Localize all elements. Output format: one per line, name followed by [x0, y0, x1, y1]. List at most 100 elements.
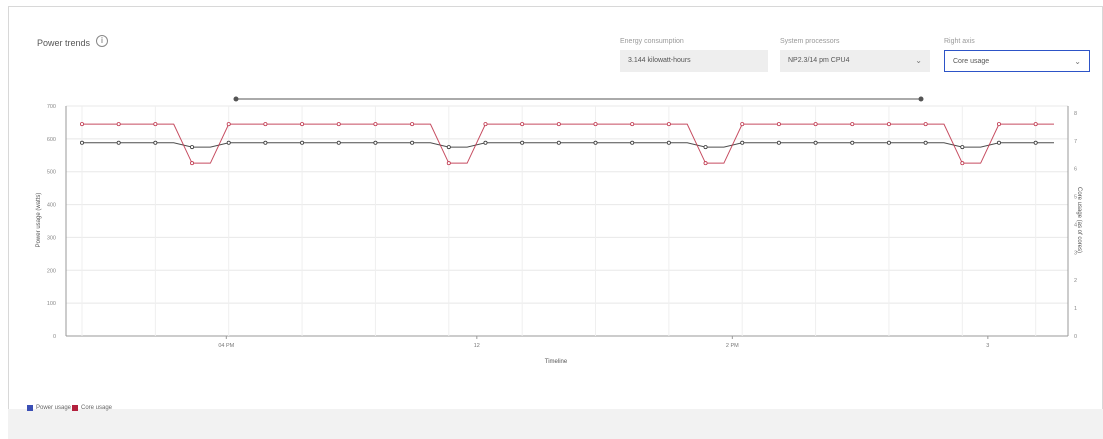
data-point: [923, 122, 928, 127]
range-slider-handle-end[interactable]: [918, 96, 924, 102]
y-right-tick-label: 6: [1074, 167, 1077, 173]
data-point: [483, 140, 488, 145]
y-left-ticks: 700 600 500 400 300 200 100 0: [47, 104, 56, 340]
y-right-ticks: 8 7 6 5 4 3 2 1 0: [1074, 111, 1077, 340]
y-left-tick-label: 200: [47, 268, 56, 274]
data-point: [996, 122, 1001, 127]
data-point: [520, 122, 525, 127]
data-point: [593, 122, 598, 127]
x-tick-label: 04 PM: [218, 343, 234, 349]
right-axis-select[interactable]: Core usage ⌄: [944, 50, 1090, 72]
data-point: [1033, 122, 1038, 127]
data-point: [153, 140, 158, 145]
legend-label-core: Core usage: [81, 405, 113, 411]
data-point: [226, 140, 231, 145]
energy-value: 3.144 kilowatt-hours: [620, 50, 768, 72]
data-point: [300, 140, 305, 145]
data-point: [410, 122, 415, 127]
panel-footer: [8, 409, 1103, 439]
y-right-tick-label: 5: [1074, 195, 1077, 201]
data-point: [1033, 140, 1038, 145]
data-point: [813, 140, 818, 145]
data-point: [300, 122, 305, 127]
data-point: [630, 140, 635, 145]
x-tick-label: 3: [986, 343, 989, 349]
data-point: [373, 122, 378, 127]
data-point: [850, 122, 855, 127]
data-point: [116, 122, 121, 127]
x-ticks: 04 PM 12 2 PM 3: [218, 336, 989, 349]
data-point: [703, 145, 708, 150]
data-point: [666, 122, 671, 127]
legend-item-core[interactable]: Core usage: [72, 405, 112, 411]
y-left-tick-label: 500: [47, 170, 56, 176]
y-right-tick-label: 1: [1074, 306, 1077, 312]
right-axis-label: Right axis: [944, 38, 975, 45]
series-line-power: [82, 142, 1054, 148]
y-left-tick-label: 0: [53, 334, 56, 340]
chart-series: [80, 122, 1054, 166]
data-point: [666, 140, 671, 145]
legend-label-power: Power usage: [36, 405, 72, 411]
data-point: [226, 122, 231, 127]
series-line-core: [82, 123, 1054, 164]
power-trends-panel: [8, 6, 1103, 439]
data-point: [630, 122, 635, 127]
data-point: [153, 122, 158, 127]
data-point: [373, 140, 378, 145]
data-point: [410, 140, 415, 145]
data-point: [263, 140, 268, 145]
y-right-tick-label: 8: [1074, 111, 1077, 117]
system-select-value: NP2.3/14 pm CPU4: [788, 57, 850, 64]
x-tick-label: 12: [474, 343, 480, 349]
chart-grid: [65, 105, 1069, 337]
y-right-tick-label: 7: [1074, 139, 1077, 145]
system-label: System processors: [780, 38, 840, 45]
system-select[interactable]: NP2.3/14 pm CPU4 ⌄: [780, 50, 930, 72]
y-right-tick-label: 3: [1074, 250, 1077, 256]
data-point: [190, 161, 195, 166]
info-icon[interactable]: i: [96, 35, 108, 47]
data-point: [886, 140, 891, 145]
data-point: [740, 140, 745, 145]
data-point: [850, 140, 855, 145]
data-point: [190, 145, 195, 150]
chevron-down-icon: ⌄: [1074, 57, 1081, 66]
data-point: [336, 122, 341, 127]
y-right-axis-label: Core usage (as of cores): [1076, 187, 1082, 253]
energy-label: Energy consumption: [620, 38, 684, 45]
range-slider-handle-start[interactable]: [233, 96, 239, 102]
y-right-tick-label: 2: [1074, 278, 1077, 284]
page-title: Power trends: [37, 38, 91, 48]
data-point: [446, 161, 451, 166]
data-point: [80, 122, 85, 127]
data-point: [996, 140, 1001, 145]
y-left-tick-label: 700: [47, 104, 56, 110]
y-left-tick-label: 600: [47, 137, 56, 143]
data-point: [446, 145, 451, 150]
y-left-tick-label: 100: [47, 301, 56, 307]
data-point: [740, 122, 745, 127]
y-left-tick-label: 300: [47, 235, 56, 241]
data-point: [886, 122, 891, 127]
legend-item-power[interactable]: Power usage: [27, 405, 71, 411]
y-right-tick-label: 4: [1074, 222, 1077, 228]
data-point: [923, 140, 928, 145]
data-point: [776, 122, 781, 127]
right-axis-select-value: Core usage: [953, 58, 990, 65]
data-point: [960, 161, 965, 166]
data-point: [703, 161, 708, 166]
data-point: [813, 122, 818, 127]
y-left-axis-label: Power usage (watts): [36, 193, 42, 248]
data-point: [483, 122, 488, 127]
y-right-tick-label: 0: [1074, 334, 1077, 340]
x-axis-label: Timeline: [545, 359, 568, 365]
x-tick-label: 2 PM: [726, 343, 739, 349]
legend-swatch-core: [72, 405, 78, 411]
data-point: [336, 140, 341, 145]
data-point: [593, 140, 598, 145]
data-point: [116, 140, 121, 145]
data-point: [556, 140, 561, 145]
data-point: [960, 145, 965, 150]
